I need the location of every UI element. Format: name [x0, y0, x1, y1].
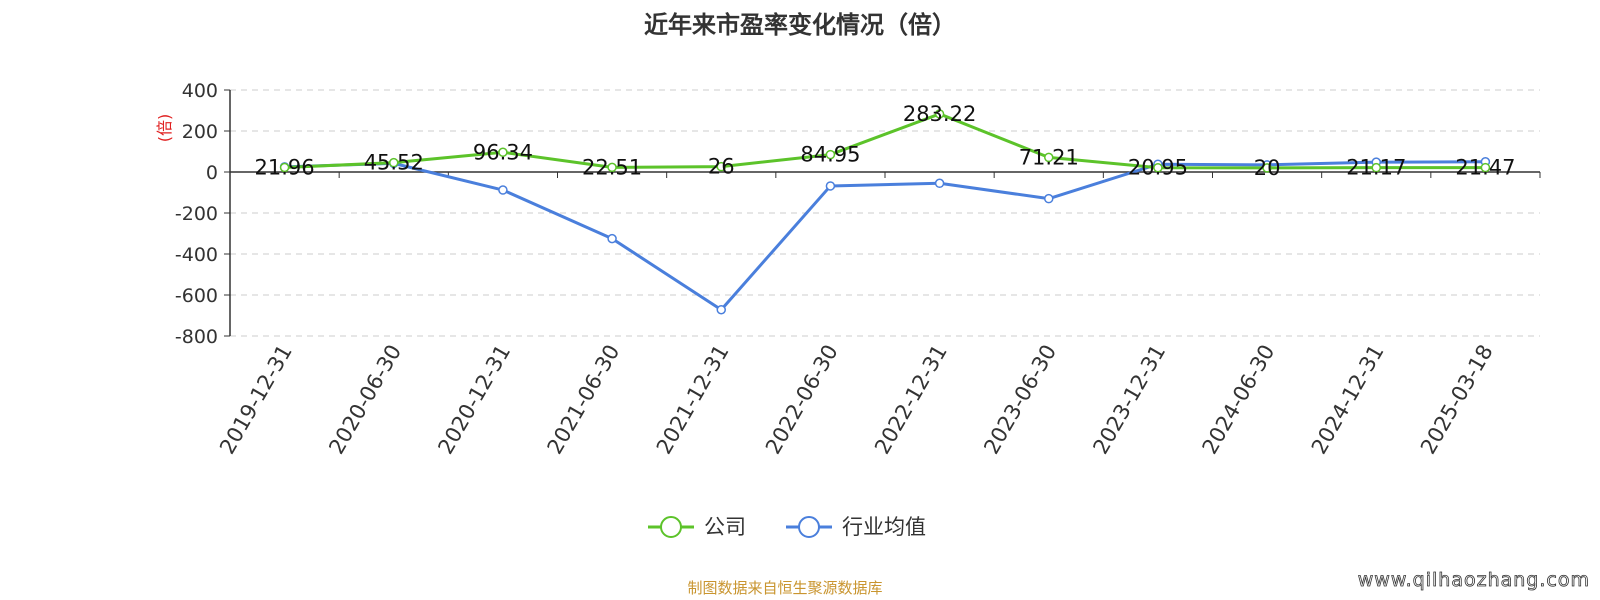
- legend-label: 行业均值: [842, 515, 926, 539]
- y-tick-label: -600: [175, 285, 218, 307]
- data-label: 22.51: [582, 155, 642, 179]
- data-label: 71.21: [1019, 145, 1079, 169]
- chart-title: 近年来市盈率变化情况（倍）: [644, 11, 956, 39]
- data-label: 96.34: [473, 140, 533, 164]
- data-point: [934, 178, 945, 189]
- x-tick-label: 2020-06-30: [324, 341, 406, 459]
- data-point: [1262, 163, 1272, 173]
- data-label: 21.96: [255, 155, 315, 179]
- data-point: [825, 149, 836, 160]
- legend-swatch-marker: [798, 516, 820, 538]
- gridlines: [230, 89, 1540, 337]
- series-line-industry-average: [284, 160, 1486, 312]
- data-point: [1153, 162, 1163, 173]
- data-label: 21.47: [1455, 156, 1515, 180]
- x-tick-label: 2023-06-30: [979, 341, 1061, 459]
- data-label: 45.52: [364, 151, 424, 175]
- y-tick-label: 200: [182, 121, 218, 143]
- data-label: 26: [708, 155, 735, 179]
- series-line-company: [284, 112, 1486, 170]
- data-point: [607, 233, 617, 244]
- legend-label: 公司: [704, 515, 746, 539]
- data-label: 20.95: [1128, 156, 1188, 180]
- data-point: [716, 305, 726, 315]
- x-tick-label: 2022-06-30: [761, 341, 843, 459]
- x-tick-label: 2024-12-31: [1307, 341, 1389, 459]
- y-tick-label: -200: [175, 203, 218, 225]
- x-tick-label: 2024-06-30: [1198, 341, 1280, 459]
- legend-swatch-marker: [660, 516, 682, 538]
- data-point: [498, 185, 508, 195]
- data-label: 283.22: [903, 102, 976, 126]
- source-note: 制图数据来自恒生聚源数据库: [687, 579, 882, 597]
- legend-item-company[interactable]: 公司: [648, 515, 746, 539]
- data-point: [1480, 162, 1491, 173]
- data-point: [607, 162, 617, 173]
- data-point: [716, 161, 726, 172]
- x-tick-label: 2021-06-30: [543, 341, 625, 459]
- x-tick-label: 2023-12-31: [1088, 341, 1170, 459]
- data-point: [1044, 152, 1054, 163]
- y-axis-unit-label: (倍): [155, 114, 174, 143]
- data-label: 21.17: [1346, 156, 1406, 180]
- data-label: 20: [1254, 156, 1281, 180]
- data-point: [498, 147, 508, 158]
- x-tick-label: 2025-03-18: [1416, 341, 1498, 459]
- y-tick-label: -400: [175, 244, 218, 266]
- data-point: [1044, 193, 1054, 204]
- data-point: [825, 181, 836, 191]
- x-tick-label: 2021-12-31: [652, 341, 734, 459]
- y-tick-label: 400: [182, 80, 218, 102]
- x-tick-label: 2022-12-31: [870, 340, 952, 458]
- data-labels: 21.96 45.52 96.34 22.51 26 84.95 283.22 71.21 20…: [255, 102, 1516, 180]
- series-layer: [279, 109, 1491, 315]
- x-tick-label: 2020-12-31: [433, 340, 515, 458]
- legend[interactable]: 公司 行业均值: [648, 515, 926, 539]
- watermark: www.qilhaozhang.com: [1358, 569, 1590, 591]
- legend-item-industry-average[interactable]: 行业均值: [786, 515, 926, 539]
- y-tick-label: -800: [175, 326, 218, 348]
- data-point: [279, 162, 290, 173]
- data-point: [934, 109, 945, 119]
- data-point: [1371, 162, 1381, 173]
- x-tick-label: 2019-12-31: [215, 341, 297, 459]
- y-tick-label: 0: [206, 162, 218, 184]
- data-label: 84.95: [800, 143, 860, 167]
- data-point: [389, 157, 399, 168]
